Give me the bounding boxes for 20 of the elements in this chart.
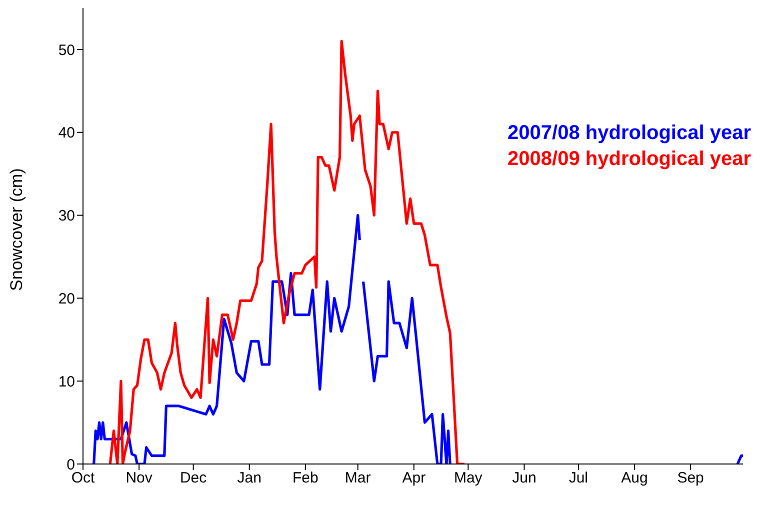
y-tick-label: 50: [58, 42, 75, 59]
x-tick-label: Jun: [512, 470, 536, 487]
y-tick-label: 10: [58, 373, 75, 390]
y-tick-label: 20: [58, 290, 75, 308]
x-tick-label: Sep: [677, 470, 704, 487]
x-tick-label: Dec: [180, 470, 208, 487]
x-tick-label: Nov: [126, 470, 153, 487]
text: 2007/08 hydrological year: [508, 121, 751, 146]
x-tick-label: Jul: [568, 470, 588, 487]
y-tick-label: 40: [58, 124, 75, 142]
x-tick-label: Feb: [292, 470, 318, 487]
y-tick-label: 30: [58, 208, 75, 225]
y-axis-title: Snowcover (cm): [7, 168, 26, 291]
x-tick-label: Aug: [621, 470, 648, 487]
line-series: [108, 40, 466, 464]
x-tick-label: May: [454, 470, 483, 487]
x-tick-label: Mar: [344, 470, 371, 487]
x-tick-label: Jan: [237, 470, 262, 487]
text: 2008/09 hydrological year: [508, 147, 751, 172]
x-tick-label: Apr: [402, 470, 426, 487]
